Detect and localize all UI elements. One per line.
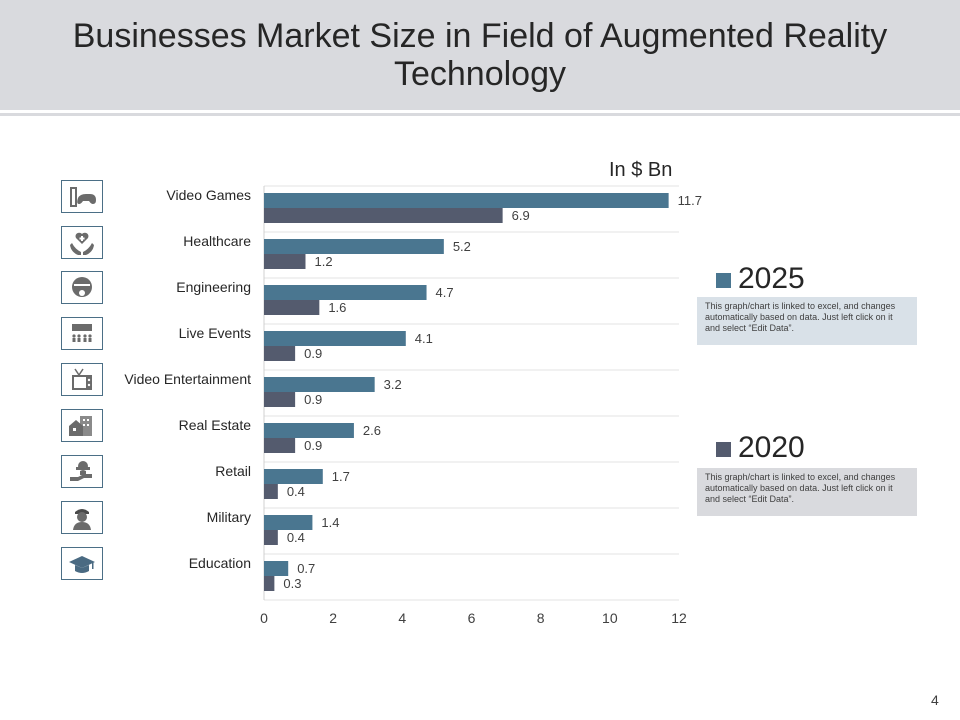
category-label: Live Events bbox=[179, 325, 251, 341]
retail-icon bbox=[61, 455, 103, 488]
legend-2025-note: This graph/chart is linked to excel, and… bbox=[697, 297, 917, 345]
bar-2025 bbox=[264, 469, 323, 484]
x-tick-label: 10 bbox=[602, 610, 618, 626]
education-icon bbox=[61, 547, 103, 580]
legend-2020-label: 2020 bbox=[738, 431, 805, 464]
data-label-2020: 0.4 bbox=[287, 530, 305, 545]
tv-icon bbox=[61, 363, 103, 396]
category-label: Healthcare bbox=[183, 233, 251, 249]
data-label-2025: 2.6 bbox=[363, 423, 381, 438]
legend-2025-label: 2025 bbox=[738, 262, 805, 295]
bar-2020 bbox=[264, 576, 275, 591]
unit-label: In $ Bn bbox=[609, 159, 673, 181]
category-label: Education bbox=[189, 555, 251, 571]
data-label-2025: 1.7 bbox=[332, 469, 350, 484]
data-label-2020: 0.3 bbox=[283, 576, 301, 591]
category-label: Engineering bbox=[176, 279, 251, 295]
x-tick-label: 8 bbox=[537, 610, 545, 626]
bar-2025 bbox=[264, 423, 354, 438]
bar-2025 bbox=[264, 515, 313, 530]
bar-2025 bbox=[264, 285, 427, 300]
data-label-2025: 5.2 bbox=[453, 239, 471, 254]
data-label-2025: 11.7 bbox=[678, 193, 702, 208]
bar-2020 bbox=[264, 254, 306, 269]
x-tick-label: 4 bbox=[398, 610, 406, 626]
category-label: Video Games bbox=[166, 187, 251, 203]
live-events-icon bbox=[61, 317, 103, 350]
bar-2020 bbox=[264, 392, 296, 407]
data-label-2025: 4.1 bbox=[415, 331, 433, 346]
category-label: Military bbox=[207, 509, 251, 525]
legend-2020-note: This graph/chart is linked to excel, and… bbox=[697, 468, 917, 516]
data-label-2020: 1.2 bbox=[315, 254, 333, 269]
bar-2025 bbox=[264, 193, 669, 208]
bar-2025 bbox=[264, 561, 289, 576]
data-label-2020: 0.9 bbox=[304, 438, 322, 453]
bar-2020 bbox=[264, 300, 320, 315]
engineering-icon bbox=[61, 271, 103, 304]
title-band: Businesses Market Size in Field of Augme… bbox=[0, 0, 960, 110]
bar-2020 bbox=[264, 208, 503, 223]
bar-2025 bbox=[264, 377, 375, 392]
x-tick-label: 0 bbox=[260, 610, 268, 626]
data-label-2025: 3.2 bbox=[384, 377, 402, 392]
bar-2025 bbox=[264, 331, 406, 346]
x-tick-label: 12 bbox=[671, 610, 687, 626]
data-label-2020: 1.6 bbox=[328, 300, 346, 315]
bar-2025 bbox=[264, 239, 444, 254]
bar-2020 bbox=[264, 530, 278, 545]
bar-2020 bbox=[264, 484, 278, 499]
page-number: 4 bbox=[931, 692, 939, 708]
data-label-2025: 4.7 bbox=[436, 285, 454, 300]
category-label: Retail bbox=[215, 463, 251, 479]
bar-2020 bbox=[264, 346, 296, 361]
category-label: Real Estate bbox=[179, 417, 252, 433]
data-label-2020: 6.9 bbox=[512, 208, 530, 223]
real-estate-icon bbox=[61, 409, 103, 442]
military-icon bbox=[61, 501, 103, 534]
x-tick-label: 6 bbox=[468, 610, 476, 626]
x-tick-label: 2 bbox=[329, 610, 337, 626]
data-label-2025: 1.4 bbox=[321, 515, 339, 530]
legend-2025-swatch bbox=[716, 273, 731, 288]
data-label-2020: 0.9 bbox=[304, 346, 322, 361]
video-game-icon bbox=[61, 180, 103, 213]
legend-2020-swatch bbox=[716, 442, 731, 457]
data-label-2020: 0.4 bbox=[287, 484, 305, 499]
bar-2020 bbox=[264, 438, 296, 453]
data-label-2020: 0.9 bbox=[304, 392, 322, 407]
category-label: Video Entertainment bbox=[124, 371, 251, 387]
title-divider bbox=[0, 113, 960, 116]
data-label-2025: 0.7 bbox=[297, 561, 315, 576]
healthcare-icon bbox=[61, 226, 103, 259]
slide-title: Businesses Market Size in Field of Augme… bbox=[72, 17, 888, 93]
